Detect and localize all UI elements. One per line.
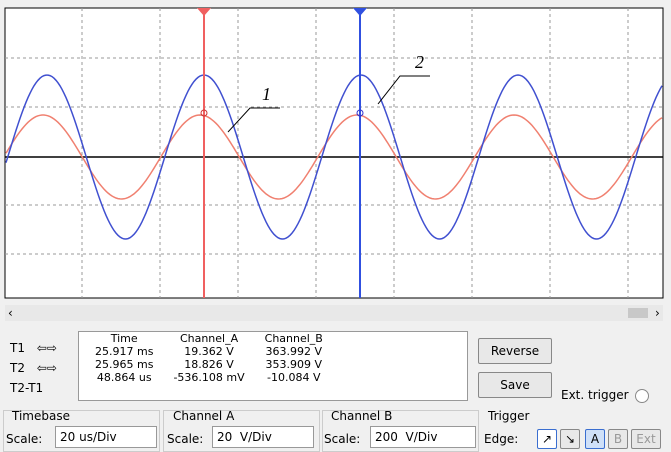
source-button[interactable]: Ext [631, 429, 661, 449]
header-row: Time Channel_A Channel_B [85, 332, 333, 345]
channel-b-scale[interactable]: 200 V/Div [370, 426, 476, 448]
arrow-buttons[interactable]: ⇦⇨ [36, 361, 57, 375]
table-cell: 19.362 V [184, 345, 234, 358]
table-row: 25.917 ms 19.362 V 363.992 V [85, 345, 333, 358]
table-row: 48.864 us -536.108 mV -10.084 V [85, 371, 333, 384]
source-button[interactable]: A [585, 429, 605, 449]
table-cell: 25.917 ms [95, 345, 154, 358]
section-title: Trigger [488, 409, 530, 423]
column-header: Time [110, 332, 138, 345]
ext-trigger-radio[interactable] [635, 389, 649, 403]
scrollbar[interactable] [5, 305, 663, 321]
field-label: Scale: [324, 432, 361, 446]
column-header: Channel_A [179, 332, 239, 345]
screen-frame [4, 7, 664, 299]
table-cell: -536.108 mV [173, 371, 245, 384]
field-label: Scale: [167, 432, 204, 446]
cursor-2-point [356, 109, 364, 117]
save-button[interactable]: Save [478, 372, 552, 398]
leader-1 [227, 107, 280, 133]
scroll-left[interactable]: ‹ [8, 306, 13, 320]
channel-a-scale[interactable]: 20 V/Div [212, 426, 314, 448]
edge-falling[interactable]: ↘ [560, 429, 580, 449]
table-row: 25.965 ms 18.826 V 353.909 V [85, 358, 333, 371]
section-title: Channel B [331, 409, 393, 423]
cursor-table: Time Channel_A Channel_B 25.917 ms 19.362 V 3… [78, 331, 468, 401]
cursor-1-point [200, 109, 208, 117]
scroll-thumb[interactable] [628, 308, 648, 318]
scope-screen: 1 2 ‹ › [4, 7, 664, 321]
section-title: Channel A [173, 409, 235, 423]
source-button[interactable]: B [608, 429, 628, 449]
row-label: T2-T1 [10, 381, 44, 395]
reverse-button[interactable]: Reverse [478, 338, 552, 364]
table-cell: -10.084 V [267, 371, 321, 384]
arrow-buttons[interactable]: ⇦⇨ [36, 341, 57, 355]
row-label: T2 [10, 361, 25, 375]
row-label: T1 [10, 341, 25, 355]
annotation: 1 [262, 84, 271, 104]
channel-b-trace [5, 74, 663, 240]
table-cell: 18.826 V [184, 358, 234, 371]
table: Time Channel_A Channel_B 25.917 ms 19.362 V 3… [85, 332, 333, 384]
annotation: 2 [415, 52, 424, 72]
row-label: T2 ⇦⇨ [10, 358, 57, 378]
cursor-row-labels: T1 ⇦⇨ T2 ⇦⇨ T2-T1 [10, 338, 57, 398]
field-label: Edge: [484, 432, 519, 446]
table-cell: 353.909 V [265, 358, 322, 371]
channel-a-trace [5, 114, 663, 200]
leader-2 [377, 75, 430, 105]
field-label: Scale: [6, 432, 43, 446]
ext-trigger-label: Ext. trigger [561, 388, 629, 402]
cursor-1-handle[interactable] [197, 8, 211, 16]
row-label: T1 ⇦⇨ [10, 338, 57, 358]
scroll-right[interactable]: › [655, 306, 660, 320]
section-title: Timebase [12, 409, 70, 423]
cursor-2-handle[interactable] [353, 8, 367, 16]
edge-rising[interactable]: ↗ [537, 429, 557, 449]
table-cell: 363.992 V [265, 345, 322, 358]
timebase-scale[interactable]: 20 us/Div [55, 426, 157, 448]
table-cell: 25.965 ms [95, 358, 154, 371]
grid [5, 8, 663, 298]
column-header: Channel_B [264, 332, 323, 345]
table-cell: 48.864 us [96, 371, 152, 384]
